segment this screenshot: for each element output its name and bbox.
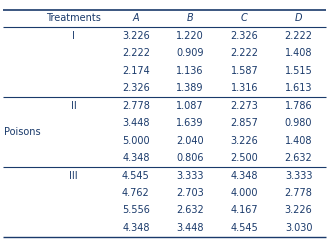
Text: A: A xyxy=(133,13,139,23)
Text: 1.220: 1.220 xyxy=(176,31,204,41)
Text: Poisons: Poisons xyxy=(4,127,41,137)
Text: 2.174: 2.174 xyxy=(122,66,150,76)
Text: 1.316: 1.316 xyxy=(231,83,258,93)
Text: 1.639: 1.639 xyxy=(176,118,204,128)
Text: 3.448: 3.448 xyxy=(122,118,150,128)
Text: 2.778: 2.778 xyxy=(285,188,313,198)
Text: 2.703: 2.703 xyxy=(176,188,204,198)
Text: 3.333: 3.333 xyxy=(176,171,204,181)
Text: 1.408: 1.408 xyxy=(285,136,312,146)
Text: 3.448: 3.448 xyxy=(176,223,204,233)
Text: 1.786: 1.786 xyxy=(285,101,313,111)
Text: 2.326: 2.326 xyxy=(122,83,150,93)
Text: 4.000: 4.000 xyxy=(231,188,258,198)
Text: 3.226: 3.226 xyxy=(285,205,313,215)
Text: 1.515: 1.515 xyxy=(285,66,313,76)
Text: 2.222: 2.222 xyxy=(230,48,258,58)
Text: 1.136: 1.136 xyxy=(176,66,204,76)
Text: II: II xyxy=(71,101,76,111)
Text: 3.333: 3.333 xyxy=(285,171,312,181)
Text: I: I xyxy=(72,31,75,41)
Text: 4.348: 4.348 xyxy=(122,153,150,163)
Text: 0.909: 0.909 xyxy=(176,48,204,58)
Text: 4.348: 4.348 xyxy=(231,171,258,181)
Text: D: D xyxy=(295,13,302,23)
Text: 5.556: 5.556 xyxy=(122,205,150,215)
Text: 3.226: 3.226 xyxy=(122,31,150,41)
Text: B: B xyxy=(187,13,193,23)
Text: 2.632: 2.632 xyxy=(176,205,204,215)
Text: 1.408: 1.408 xyxy=(285,48,312,58)
Text: Treatments: Treatments xyxy=(46,13,101,23)
Text: 2.778: 2.778 xyxy=(122,101,150,111)
Text: 2.500: 2.500 xyxy=(230,153,258,163)
Text: 4.762: 4.762 xyxy=(122,188,150,198)
Text: 2.273: 2.273 xyxy=(230,101,258,111)
Text: 4.348: 4.348 xyxy=(122,223,150,233)
Text: 3.226: 3.226 xyxy=(230,136,258,146)
Text: 3.030: 3.030 xyxy=(285,223,312,233)
Text: 2.222: 2.222 xyxy=(285,31,313,41)
Text: 2.326: 2.326 xyxy=(230,31,258,41)
Text: 4.545: 4.545 xyxy=(230,223,258,233)
Text: 2.857: 2.857 xyxy=(230,118,258,128)
Text: 1.087: 1.087 xyxy=(176,101,204,111)
Text: 0.980: 0.980 xyxy=(285,118,312,128)
Text: 1.587: 1.587 xyxy=(230,66,258,76)
Text: III: III xyxy=(69,171,78,181)
Text: 2.632: 2.632 xyxy=(285,153,313,163)
Text: 4.545: 4.545 xyxy=(122,171,150,181)
Text: 0.806: 0.806 xyxy=(176,153,204,163)
Text: 1.613: 1.613 xyxy=(285,83,312,93)
Text: 2.222: 2.222 xyxy=(122,48,150,58)
Text: 4.167: 4.167 xyxy=(231,205,258,215)
Text: 5.000: 5.000 xyxy=(122,136,150,146)
Text: C: C xyxy=(241,13,248,23)
Text: 2.040: 2.040 xyxy=(176,136,204,146)
Text: 1.389: 1.389 xyxy=(176,83,204,93)
